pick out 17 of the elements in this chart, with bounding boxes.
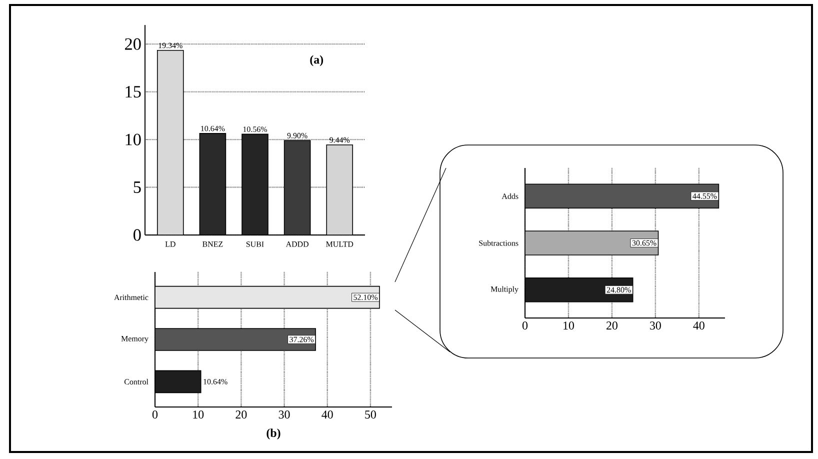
- x-tick-label: 10: [564, 322, 574, 330]
- text: (b): [266, 428, 280, 440]
- x-tick-label: 20: [606, 322, 618, 330]
- x-tick-label: 30: [650, 322, 661, 330]
- x-tick-label: 20: [236, 410, 247, 419]
- y-tick-label: 15: [126, 86, 141, 98]
- y-tick-label: 5: [134, 182, 141, 193]
- x-tick-label: 50: [365, 410, 376, 419]
- x-tick-label: 30: [278, 410, 290, 419]
- y-tick-label: 20: [125, 38, 141, 50]
- x-tick-label: 40: [322, 410, 333, 419]
- x-tick-label: 0: [152, 410, 158, 419]
- text: (a): [310, 55, 324, 66]
- y-tick-label: 10: [126, 134, 141, 146]
- x-tick-label: 10: [193, 410, 204, 419]
- x-tick-label: 0: [522, 322, 528, 330]
- x-tick-label: 40: [693, 322, 704, 330]
